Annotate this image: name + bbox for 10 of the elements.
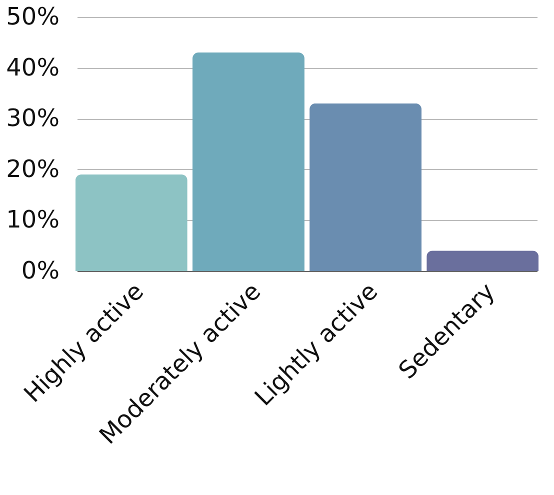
bar [75,174,188,271]
y-tick-label: 10% [6,206,60,234]
y-tick-label: 20% [6,154,60,183]
y-tick-label: 0% [21,256,60,284]
y-tick-label: 50% [6,2,60,30]
y-tick-label: 40% [6,53,60,82]
bar [426,250,539,271]
y-tick-label: 30% [6,104,60,132]
bar [192,52,304,271]
bar [310,103,422,271]
